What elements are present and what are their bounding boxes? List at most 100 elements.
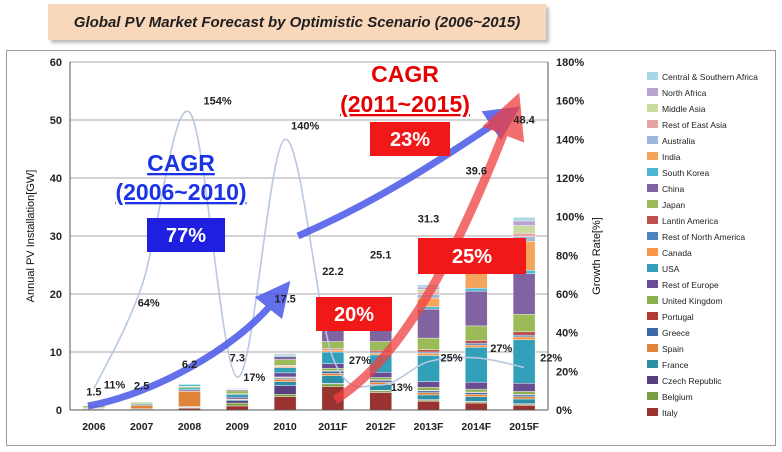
legend-swatch <box>647 88 658 96</box>
bar-segment <box>226 390 249 394</box>
growth-2013-2015-value: 25% <box>452 246 492 268</box>
legend-swatch <box>647 264 658 272</box>
bar-segment <box>273 396 297 411</box>
growth-rate-line <box>93 110 525 390</box>
y-tick-label: 20 <box>50 289 62 301</box>
y2-tick-label: 140% <box>556 134 584 146</box>
bar-segment <box>512 220 536 226</box>
legend-swatch <box>647 392 658 400</box>
bar-total-label: 31.3 <box>418 213 439 225</box>
bar-segment <box>417 401 440 411</box>
bar-segment <box>417 349 440 353</box>
bar-segment <box>512 232 536 237</box>
bar-segment <box>512 339 536 384</box>
bar-segment <box>512 217 536 222</box>
bar-total-label: 6.2 <box>182 359 197 371</box>
bar-segment <box>465 394 488 397</box>
legend-label: North Africa <box>662 88 707 98</box>
y-tick-label: 0 <box>56 405 62 417</box>
bar-segment <box>512 225 536 234</box>
legend-swatch <box>647 136 658 144</box>
bar-segment <box>226 405 249 411</box>
bar-segment <box>321 375 345 384</box>
bar-segment <box>369 377 392 381</box>
legend-swatch <box>647 312 658 320</box>
growth-2010-2011-box <box>316 297 392 331</box>
bar-segment <box>465 381 488 390</box>
y-tick-label: 30 <box>50 231 62 243</box>
bar-segment <box>417 392 440 396</box>
bar-segment <box>273 367 297 374</box>
bar-segment <box>465 388 488 393</box>
y2-tick-label: 100% <box>556 212 584 224</box>
legend-label: Australia <box>662 136 695 146</box>
bar-segment <box>465 402 488 411</box>
legend-swatch <box>647 184 658 192</box>
x-tick-label: 2007 <box>130 421 154 433</box>
legend-label: Lantin America <box>662 216 718 226</box>
bar-segment <box>417 337 440 350</box>
legend-swatch <box>647 72 658 80</box>
legend-label: United Kingdom <box>662 296 722 306</box>
legend-swatch <box>647 280 658 288</box>
legend-label: Rest of North America <box>662 232 745 242</box>
x-tick-label: 2011F <box>318 421 348 433</box>
y-tick-label: 50 <box>50 115 62 127</box>
growth-rate-label: 13% <box>391 382 413 394</box>
bar-segment <box>226 402 249 407</box>
legend-label: China <box>662 184 684 194</box>
growth-rate-label: 64% <box>138 297 160 309</box>
bar-segment <box>465 325 488 341</box>
y-axis-title: Annual PV Installation[GW] <box>25 170 37 303</box>
bar-segment <box>369 380 392 383</box>
x-tick-label: 2014F <box>461 421 491 433</box>
legend-swatch <box>647 248 658 256</box>
bar-segment <box>512 273 536 315</box>
y2-axis-title: Growth Rate[%] <box>591 217 603 295</box>
y2-tick-label: 40% <box>556 328 578 340</box>
bar-segment <box>273 385 297 395</box>
y2-tick-label: 60% <box>556 289 578 301</box>
cagr-right-period: (2011~2015) <box>340 91 470 117</box>
bar-segment <box>321 350 345 353</box>
legend-label: Spain <box>662 344 684 354</box>
legend-label: Canada <box>662 248 692 258</box>
cagr-right-value-box <box>370 122 450 156</box>
chart-frame <box>6 50 776 446</box>
legend-label: Greece <box>662 328 690 338</box>
legend-swatch <box>647 120 658 128</box>
bar-segment <box>178 384 201 387</box>
bar-segment <box>417 387 440 391</box>
bar-segment <box>512 398 536 404</box>
bar-segment <box>178 387 201 390</box>
bar-total-label: 25.1 <box>370 249 391 261</box>
bar-segment <box>512 331 536 336</box>
legend-swatch <box>647 360 658 368</box>
bar-segment <box>273 359 297 366</box>
growth-rate-label: 17% <box>243 372 265 384</box>
y2-tick-label: 80% <box>556 250 578 262</box>
cagr-left-value: 77% <box>166 225 206 247</box>
y2-tick-label: 120% <box>556 173 584 185</box>
growth-rate-label: 11% <box>104 380 126 392</box>
x-tick-label: 2010 <box>273 421 297 433</box>
bar-segment <box>273 381 297 386</box>
legend-swatch <box>647 104 658 112</box>
bar-segment <box>226 397 249 400</box>
legend-swatch <box>647 200 658 208</box>
cagr-right-title: CAGR <box>371 61 439 87</box>
x-tick-label: 2015F <box>509 421 539 433</box>
bar-total-label: 7.3 <box>230 353 245 365</box>
y2-tick-label: 160% <box>556 96 584 108</box>
bar-segment <box>465 340 488 344</box>
cagr-2011-2015-arrow <box>332 92 525 404</box>
chart-title-box: Global PV Market Forecast by Optimistic … <box>48 4 546 40</box>
bar-segment <box>512 314 536 332</box>
bar-segment <box>273 356 297 360</box>
bar-segment <box>512 396 536 400</box>
bar-segment <box>465 392 488 395</box>
bar-segment <box>273 372 297 378</box>
bar-segment <box>512 336 536 341</box>
growth-rate-label: 140% <box>291 120 319 132</box>
bar-segment <box>512 334 536 338</box>
